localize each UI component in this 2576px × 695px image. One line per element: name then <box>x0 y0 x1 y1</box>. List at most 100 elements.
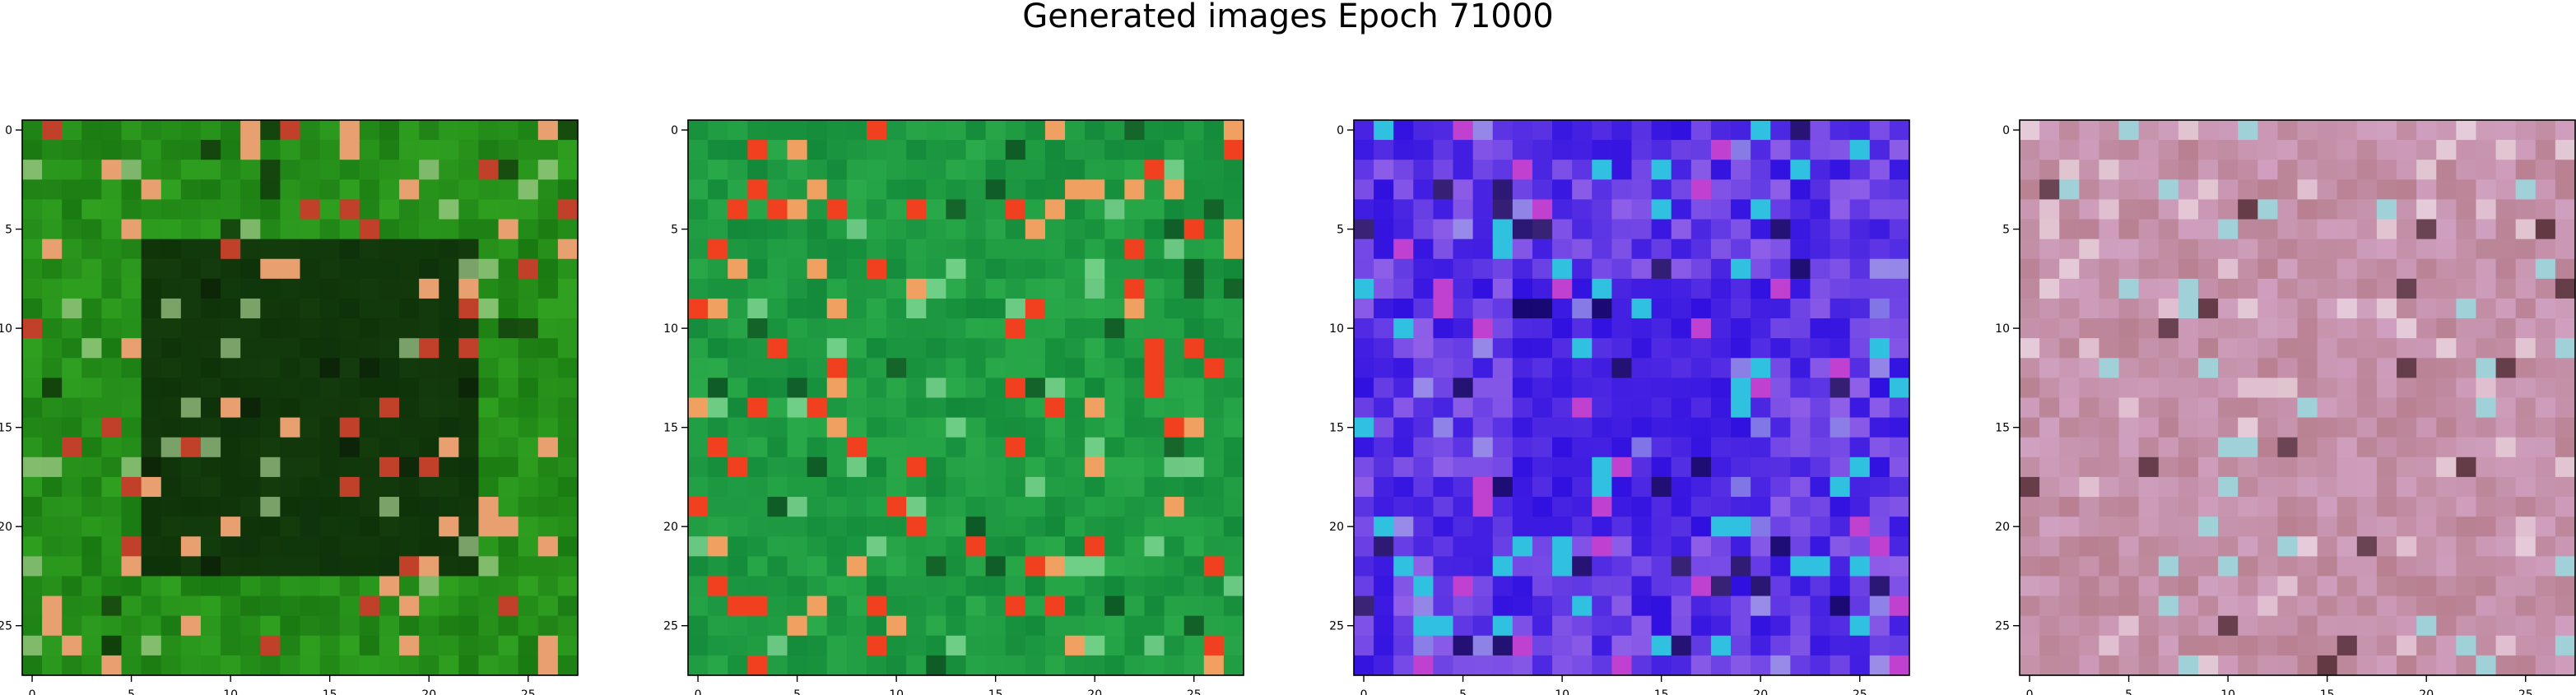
pixel <box>2218 655 2239 676</box>
pixel <box>379 635 400 656</box>
pixel <box>1085 199 1105 220</box>
pixel <box>1164 179 1185 201</box>
pixel <box>419 417 439 438</box>
pixel <box>280 278 301 299</box>
pixel <box>2495 536 2517 557</box>
pixel <box>2495 437 2517 458</box>
pixel <box>866 338 887 359</box>
pixel <box>1552 576 1573 597</box>
pixel <box>2476 258 2497 280</box>
pixel <box>728 556 748 577</box>
pixel <box>2277 140 2299 160</box>
pixel <box>1810 576 1831 597</box>
pixel <box>1552 556 1573 577</box>
pixel <box>42 378 63 399</box>
pixel <box>280 576 301 597</box>
pixel <box>1433 278 1454 299</box>
pixel <box>319 199 341 220</box>
y-tick-label: 15 <box>1329 422 1344 435</box>
pixel <box>1104 219 1125 240</box>
pixel <box>1810 278 1831 299</box>
pixel <box>1770 298 1791 319</box>
pixel <box>180 219 202 240</box>
pixel <box>826 358 848 378</box>
pixel <box>965 456 987 478</box>
pixel <box>2337 456 2358 478</box>
pixel <box>846 497 867 517</box>
pixel <box>121 318 142 339</box>
pixel <box>2197 417 2219 438</box>
pixel <box>985 476 1007 498</box>
pixel <box>1830 179 1851 201</box>
pixel <box>1731 140 1751 160</box>
pixel <box>180 476 202 498</box>
pixel <box>2495 278 2517 299</box>
pixel <box>2337 258 2358 280</box>
pixel <box>1085 239 1105 260</box>
pixel <box>200 497 221 517</box>
pixel <box>1433 476 1454 498</box>
pixel <box>2495 556 2517 577</box>
pixel <box>2138 615 2160 637</box>
pixel <box>1849 219 1871 240</box>
pixel <box>767 417 788 438</box>
pixel <box>22 476 43 498</box>
pixel <box>2059 576 2080 597</box>
pixel <box>557 476 579 498</box>
pixel <box>260 615 281 637</box>
pixel <box>1790 655 1811 676</box>
pixel <box>1651 497 1672 517</box>
pixel <box>747 456 769 478</box>
pixel <box>1354 219 1374 240</box>
pixel <box>926 179 946 201</box>
pixel <box>121 536 142 557</box>
pixel <box>1889 517 1910 537</box>
pixel <box>1770 358 1791 378</box>
pixel <box>1164 456 1185 478</box>
pixel <box>141 576 162 597</box>
pixel <box>280 140 301 160</box>
pixel <box>1532 140 1553 160</box>
pixel <box>1552 517 1573 537</box>
pixel <box>1085 298 1105 319</box>
pixel <box>2535 338 2556 359</box>
pixel <box>2079 140 2100 160</box>
pixel <box>240 497 261 517</box>
pixel <box>1453 140 1474 160</box>
pixel <box>2515 120 2536 141</box>
pixel <box>926 576 946 597</box>
pixel <box>926 160 946 180</box>
pixel <box>1005 497 1026 517</box>
pixel <box>478 258 500 280</box>
pixel <box>557 417 579 438</box>
pixel <box>846 456 867 478</box>
pixel <box>300 278 321 299</box>
pixel <box>1433 615 1454 637</box>
pixel <box>1690 120 1712 141</box>
pixel <box>339 338 360 359</box>
pixel <box>2079 298 2100 319</box>
pixel <box>708 318 728 339</box>
pixel <box>1453 179 1474 201</box>
pixel <box>1651 318 1672 339</box>
pixel <box>2317 378 2338 399</box>
pixel <box>2515 556 2536 577</box>
pixel <box>866 179 887 201</box>
pixel <box>2158 140 2179 160</box>
pixel <box>1869 219 1890 240</box>
pixel <box>2218 417 2239 438</box>
pixel <box>2079 536 2100 557</box>
pixel <box>1830 278 1851 299</box>
pixel <box>767 456 788 478</box>
pixel <box>2138 258 2160 280</box>
pixel <box>1203 199 1225 220</box>
pixel <box>1065 517 1086 537</box>
pixel <box>807 417 828 438</box>
pixel <box>2099 318 2120 339</box>
pixel <box>886 160 907 180</box>
pixel <box>2059 120 2080 141</box>
pixel <box>1869 576 1890 597</box>
pixel <box>2337 615 2358 637</box>
pixel <box>22 338 43 359</box>
pixel <box>846 120 867 141</box>
